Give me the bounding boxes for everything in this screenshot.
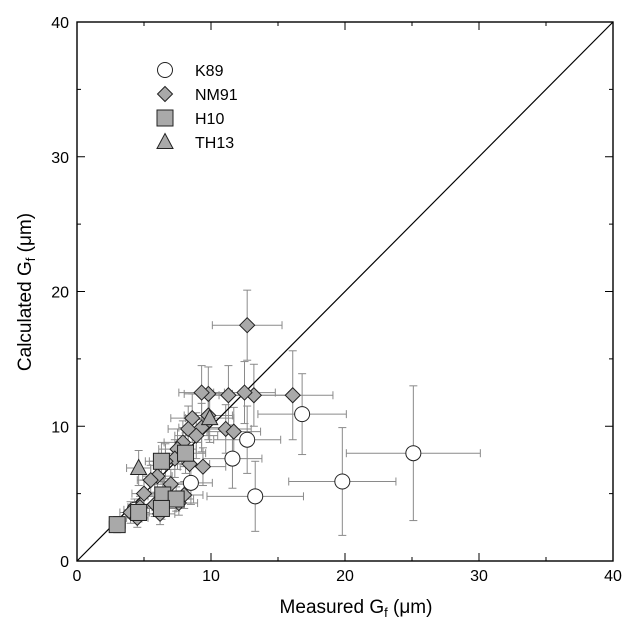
legend-label-k89: K89 <box>195 63 224 80</box>
y-tick-label: 40 <box>51 15 69 32</box>
point-k89 <box>247 488 264 505</box>
y-tick-label: 30 <box>51 150 69 167</box>
legend: K89 NM91 H10 TH13 <box>156 62 238 152</box>
point-nm91 <box>142 471 159 489</box>
legend-marker-nm91 <box>156 85 174 103</box>
point-nm91 <box>193 384 210 401</box>
x-tick-label: 0 <box>73 568 82 585</box>
y-axis-title: Calculated Gf (μm) <box>15 213 38 371</box>
legend-label-h10: H10 <box>195 111 224 128</box>
point-h10 <box>177 444 195 462</box>
point-th13 <box>200 408 219 426</box>
y-tick-label: 10 <box>51 419 69 436</box>
point-nm91 <box>238 316 256 334</box>
legend-label-nm91: NM91 <box>195 87 238 104</box>
point-nm91 <box>284 387 301 404</box>
data-markers <box>108 316 422 534</box>
point-h10 <box>167 490 185 508</box>
y-tick-label: 0 <box>60 554 69 571</box>
legend-label-th13: TH13 <box>195 135 234 152</box>
y-tick-label: 20 <box>51 285 69 302</box>
point-nm91 <box>220 387 237 404</box>
point-k89 <box>334 473 351 490</box>
legend-marker-k89 <box>157 62 173 78</box>
point-k89 <box>405 445 422 462</box>
point-k89 <box>224 450 241 467</box>
point-th13 <box>129 458 148 476</box>
point-h10 <box>130 503 148 521</box>
point-nm91 <box>236 384 253 401</box>
legend-marker-h10 <box>156 109 174 127</box>
x-tick-label: 20 <box>336 568 354 585</box>
point-nm91 <box>135 485 153 502</box>
one-to-one-line <box>76 21 614 562</box>
x-tick-label: 10 <box>202 568 220 585</box>
point-nm91 <box>194 458 212 475</box>
x-tick-label: 40 <box>604 568 622 585</box>
point-h10 <box>152 452 170 470</box>
x-axis-title: Measured Gf (μm) <box>280 597 433 620</box>
point-k89 <box>294 406 311 423</box>
legend-marker-th13 <box>156 132 174 149</box>
point-h10 <box>152 499 170 517</box>
point-nm91 <box>188 427 205 444</box>
point-k89 <box>182 474 199 491</box>
point-k89 <box>239 431 256 448</box>
point-h10 <box>108 516 126 534</box>
point-nm91 <box>225 423 242 440</box>
axis-ticks: 0 10 20 30 40 0 10 20 30 40 <box>51 15 622 585</box>
x-tick-label: 30 <box>470 568 488 585</box>
